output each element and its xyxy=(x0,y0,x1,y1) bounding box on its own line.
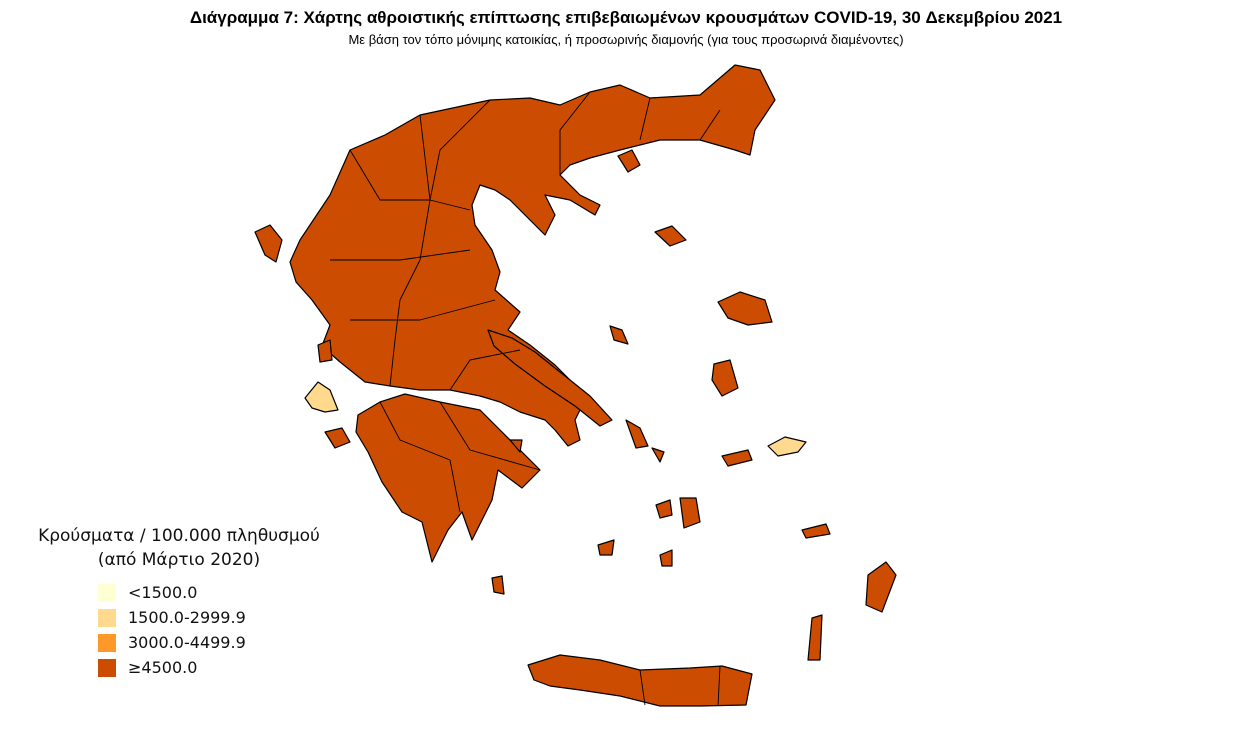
region-aegina xyxy=(509,439,523,453)
legend-label: 3000.0-4499.9 xyxy=(128,633,246,652)
region-lesvos xyxy=(717,291,773,326)
region-border xyxy=(717,665,721,707)
legend-item: ≥4500.0 xyxy=(98,655,344,680)
region-border xyxy=(559,91,591,175)
region-evia xyxy=(487,329,613,427)
region-tinos xyxy=(651,447,665,463)
region-border xyxy=(639,669,646,706)
region-peloponnese xyxy=(355,393,541,563)
region-border xyxy=(379,401,461,513)
region-santorini xyxy=(659,549,673,567)
legend-label: 1500.0-2999.9 xyxy=(128,608,246,627)
region-andros xyxy=(625,419,649,449)
region-border xyxy=(349,149,471,211)
legend-swatch xyxy=(98,583,116,602)
map-title: Διάγραμμα 7: Χάρτης αθροιστικής επίπτωση… xyxy=(189,8,1063,27)
region-milos xyxy=(597,539,615,556)
legend-swatch xyxy=(98,608,116,627)
region-paros xyxy=(655,499,673,519)
region-zakynthos xyxy=(324,427,351,449)
map-subtitle: Με βάση τον τόπο μόνιμης κατοικίας, ή πρ… xyxy=(348,32,904,47)
legend-item: 1500.0-2999.9 xyxy=(98,605,344,630)
region-border xyxy=(330,249,471,261)
region-karpathos xyxy=(807,614,823,661)
legend-item: 3000.0-4499.9 xyxy=(98,630,344,655)
region-mainland xyxy=(289,64,776,447)
region-border xyxy=(639,97,651,141)
region-corfu xyxy=(254,224,283,263)
legend-swatch xyxy=(98,658,116,677)
region-ikaria xyxy=(721,449,753,467)
region-lefkada xyxy=(317,339,333,363)
region-border xyxy=(350,299,496,321)
region-skyros xyxy=(609,325,629,345)
region-naxos xyxy=(679,497,701,529)
legend-label: ≥4500.0 xyxy=(128,658,198,677)
region-border xyxy=(389,114,431,387)
legend-label: <1500.0 xyxy=(128,583,198,602)
legend-title-line1: Κρούσματα / 100.000 πληθυσμού xyxy=(38,526,320,546)
region-kythira xyxy=(491,575,505,595)
region-kefalonia xyxy=(304,381,339,413)
region-border xyxy=(699,109,721,141)
region-crete xyxy=(527,654,753,707)
region-samos xyxy=(767,436,807,457)
region-rhodes xyxy=(865,561,897,613)
region-kos xyxy=(801,523,831,539)
legend-title-line2: (από Μάρτιο 2020) xyxy=(97,550,261,570)
legend-swatch xyxy=(98,633,116,652)
legend: Κρούσματα / 100.000 πληθυσμού (από Μάρτι… xyxy=(14,524,344,680)
region-border xyxy=(429,99,491,201)
region-border xyxy=(439,401,541,471)
legend-item: <1500.0 xyxy=(98,580,344,605)
region-border xyxy=(449,349,521,391)
region-lemnos xyxy=(654,225,687,247)
region-chios xyxy=(711,359,739,397)
region-thasos xyxy=(617,149,641,173)
